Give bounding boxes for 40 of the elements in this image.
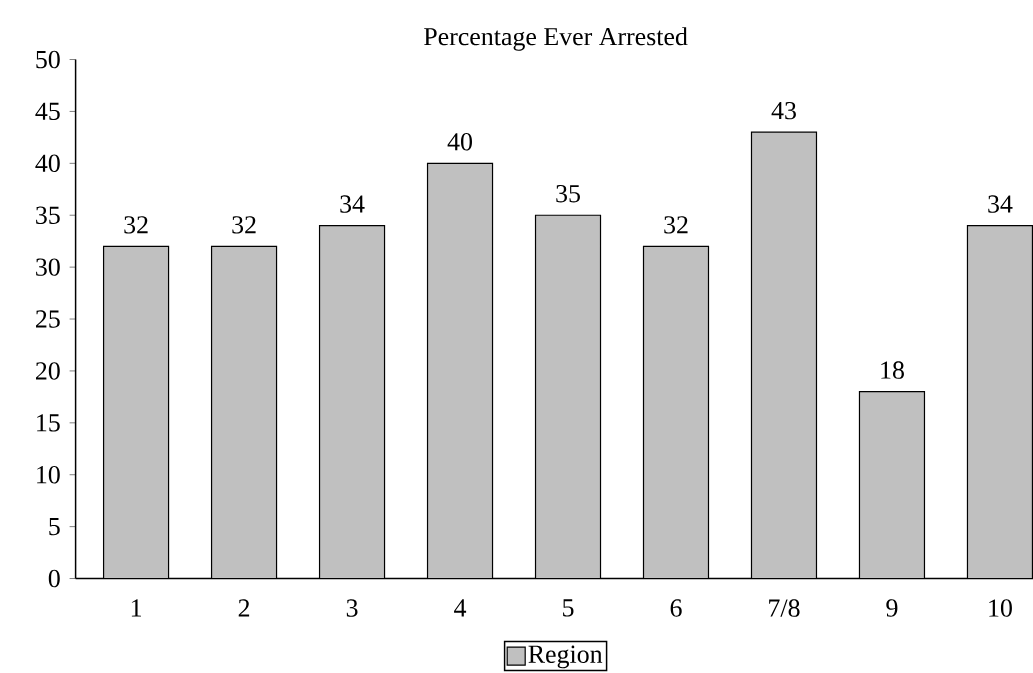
data-label: 40 bbox=[447, 133, 472, 151]
y-tick-label: 25 bbox=[36, 310, 60, 328]
data-label: 18 bbox=[881, 361, 904, 379]
bar bbox=[534, 214, 602, 580]
y-tick-label: 15 bbox=[37, 414, 60, 432]
y-tick-label: 30 bbox=[36, 258, 60, 276]
data-label: 32 bbox=[232, 216, 256, 234]
bar bbox=[966, 225, 1033, 580]
y-tick-label: 50 bbox=[36, 50, 60, 69]
bar bbox=[858, 391, 926, 580]
y-tick-label: 10 bbox=[37, 465, 60, 484]
x-tick-label: 2 bbox=[238, 599, 250, 617]
data-label: 43 bbox=[771, 101, 796, 120]
x-tick-label: 3 bbox=[346, 599, 358, 617]
x-tick-label: 1 bbox=[131, 599, 141, 617]
y-tick-label: 45 bbox=[35, 102, 60, 121]
data-label: 32 bbox=[124, 216, 148, 234]
x-tick-label: 5 bbox=[563, 599, 574, 617]
x-tick-label: 7/8 bbox=[769, 599, 800, 617]
y-tick-label: 20 bbox=[36, 362, 60, 380]
bar bbox=[102, 245, 170, 580]
legend-label: Region bbox=[528, 645, 603, 669]
x-tick-label: 4 bbox=[454, 599, 467, 617]
y-tick-label: 35 bbox=[36, 206, 60, 224]
bar bbox=[426, 162, 494, 580]
data-label: 34 bbox=[340, 195, 365, 213]
x-tick-label: 6 bbox=[670, 599, 682, 617]
data-label: 35 bbox=[556, 184, 580, 203]
bar bbox=[750, 131, 818, 580]
data-label: 32 bbox=[664, 216, 688, 234]
bar bbox=[642, 245, 710, 580]
y-tick-label: 0 bbox=[48, 569, 60, 588]
data-label: 34 bbox=[988, 195, 1013, 213]
bar bbox=[210, 245, 278, 580]
x-tick-label: 9 bbox=[886, 599, 898, 617]
y-tick-label: 5 bbox=[49, 518, 60, 536]
chart-title: Percentage Ever Arrested bbox=[424, 27, 688, 51]
bar bbox=[318, 225, 386, 580]
y-tick-label: 40 bbox=[35, 154, 60, 173]
x-tick-label: 10 bbox=[989, 599, 1012, 617]
